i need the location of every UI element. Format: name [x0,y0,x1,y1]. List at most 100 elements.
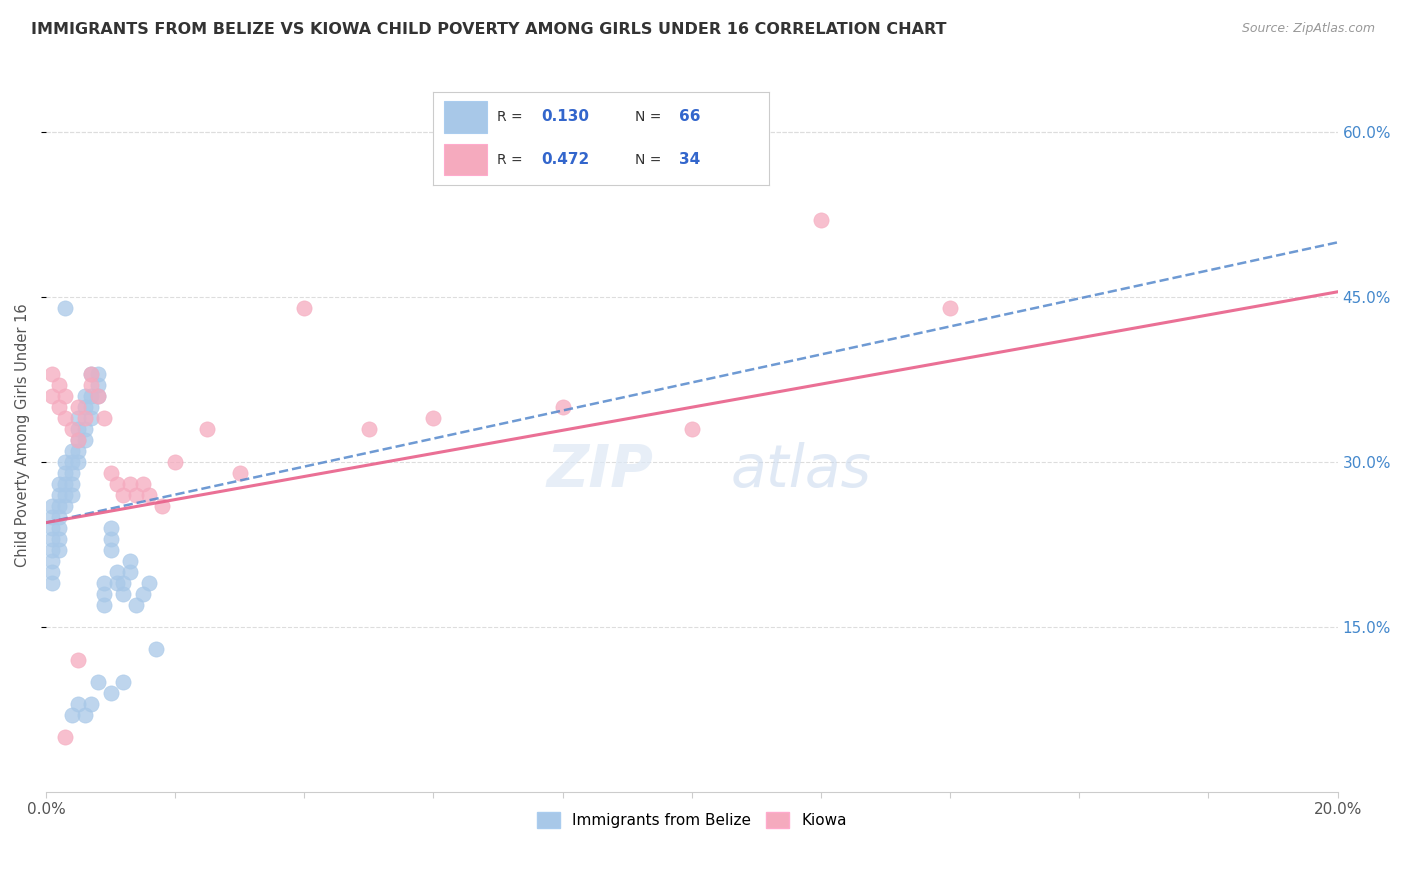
Point [80,378,103,392]
Point [100,532,122,546]
Point [80,697,103,711]
Point [53,389,76,403]
Point [53,730,76,744]
Point [67,422,90,436]
Point [53,411,76,425]
Point [118,554,141,568]
Point [132,477,155,491]
Point [73,422,96,436]
Point [105,565,128,579]
Point [73,401,96,415]
Point [810,213,832,227]
Point [105,576,128,591]
Point [80,401,103,415]
Point [100,686,122,700]
Point [60,455,83,469]
Point [112,587,135,601]
Point [100,543,122,558]
Point [53,301,76,316]
Point [150,499,173,513]
Point [80,389,103,403]
Point [48,401,70,415]
Point [118,477,141,491]
Point [48,521,70,535]
Point [67,401,90,415]
Point [86,368,108,382]
Point [41,532,63,546]
Text: ZIP: ZIP [546,442,652,499]
Point [132,587,155,601]
Point [67,653,90,667]
Point [67,455,90,469]
Point [86,378,108,392]
Point [93,576,115,591]
Point [145,642,167,657]
Point [118,565,141,579]
Point [422,411,444,425]
Point [228,466,250,480]
Text: atlas: atlas [731,442,872,499]
Point [93,587,115,601]
Point [197,422,219,436]
Point [48,488,70,502]
Point [48,510,70,524]
Point [67,444,90,458]
Point [138,488,160,502]
Point [86,389,108,403]
Y-axis label: Child Poverty Among Girls Under 16: Child Poverty Among Girls Under 16 [15,303,30,566]
Point [48,499,70,513]
Legend: Immigrants from Belize, Kiowa: Immigrants from Belize, Kiowa [530,806,853,834]
Point [60,444,83,458]
Point [80,411,103,425]
Point [41,368,63,382]
Point [138,576,160,591]
Point [67,411,90,425]
Point [551,401,574,415]
Point [93,598,115,612]
Point [48,543,70,558]
Point [41,510,63,524]
Point [105,477,128,491]
Point [86,675,108,690]
Point [112,488,135,502]
Point [100,466,122,480]
Point [67,433,90,447]
Point [53,477,76,491]
Point [112,576,135,591]
Point [939,301,962,316]
Point [357,422,380,436]
Point [53,488,76,502]
Point [41,543,63,558]
Point [73,389,96,403]
Text: Source: ZipAtlas.com: Source: ZipAtlas.com [1241,22,1375,36]
Point [112,675,135,690]
Point [48,477,70,491]
Point [60,466,83,480]
Point [292,301,315,316]
Point [41,554,63,568]
Point [67,433,90,447]
Point [165,455,187,469]
Point [60,422,83,436]
Point [681,422,703,436]
Point [73,708,96,723]
Point [100,521,122,535]
Point [53,466,76,480]
Point [53,455,76,469]
Point [80,368,103,382]
Point [48,532,70,546]
Point [73,411,96,425]
Point [41,521,63,535]
Point [48,378,70,392]
Point [67,697,90,711]
Point [125,488,148,502]
Point [60,477,83,491]
Point [125,598,148,612]
Point [41,576,63,591]
Point [60,488,83,502]
Point [86,389,108,403]
Point [73,433,96,447]
Point [80,368,103,382]
Point [53,499,76,513]
Point [93,411,115,425]
